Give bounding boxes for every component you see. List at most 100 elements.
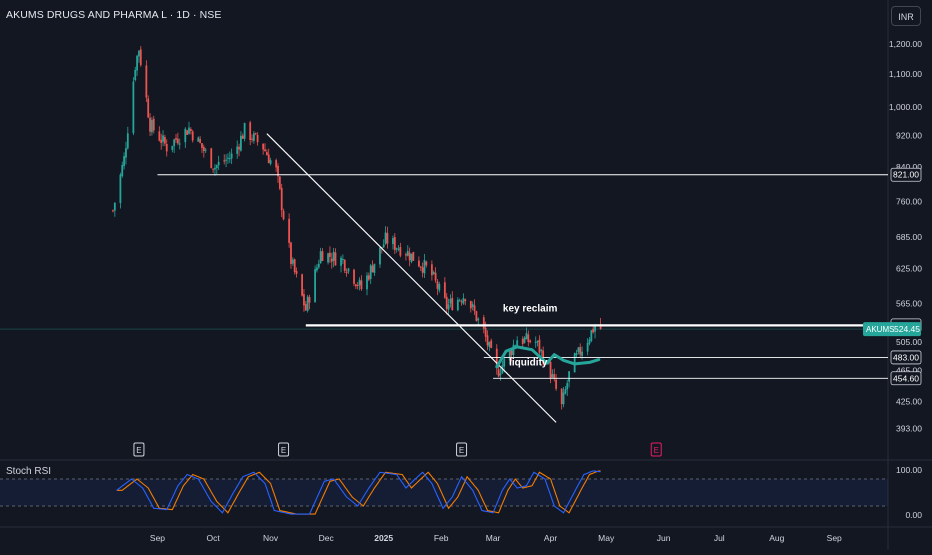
- candle-body: [165, 143, 168, 152]
- candle-body: [497, 369, 500, 377]
- candle-body: [119, 174, 122, 204]
- candle-body: [358, 279, 361, 286]
- candle-body: [443, 282, 446, 298]
- candle-body: [371, 265, 374, 273]
- candle-body: [152, 118, 155, 131]
- candle-body: [379, 247, 381, 265]
- candle-body: [113, 202, 116, 211]
- candle-body: [288, 218, 291, 243]
- candle-body: [438, 284, 441, 291]
- candle-body: [321, 251, 324, 262]
- candle-body: [236, 146, 239, 154]
- candle-body: [516, 340, 519, 347]
- time-tick-label: May: [598, 533, 615, 543]
- candle-body: [599, 324, 602, 330]
- candle-body: [588, 339, 591, 344]
- candle-body: [347, 268, 350, 272]
- stoch-tick-label: 0.00: [905, 510, 922, 520]
- candle-body: [577, 347, 580, 353]
- candle-body: [304, 304, 307, 311]
- stoch-tick-label: 100.00: [896, 465, 922, 475]
- candle-body: [405, 254, 407, 256]
- symbol-title[interactable]: AKUMS DRUGS AND PHARMA L · 1D · NSE: [6, 9, 222, 21]
- candle-body: [256, 134, 259, 143]
- earnings-marker: [278, 442, 290, 457]
- candle-body: [460, 301, 463, 303]
- candle-body: [353, 269, 355, 284]
- candle-body: [425, 261, 428, 266]
- candle-body: [360, 280, 363, 290]
- candle-body: [408, 252, 411, 261]
- trendline: [266, 133, 557, 423]
- stoch-rsi-label[interactable]: Stoch RSI: [6, 466, 52, 477]
- stoch-rsi-pane[interactable]: 100.00 0.00: [0, 465, 922, 520]
- price-tick-label: 425.00: [896, 396, 922, 406]
- time-axis[interactable]: Sep Oct Nov Dec 2025 Feb Mar Apr May Jun Jul Aug Sep: [150, 533, 842, 543]
- candle-body: [343, 259, 346, 271]
- candle-body: [508, 349, 511, 361]
- candle-body: [397, 248, 400, 250]
- candle-layer: [112, 46, 602, 410]
- earnings-marker: [456, 442, 468, 457]
- candle-body: [590, 330, 593, 341]
- level-price-tag: [890, 371, 922, 386]
- candle-body: [553, 374, 556, 379]
- candle-body: [126, 133, 129, 149]
- current-price-tag: [863, 322, 921, 337]
- candle-body: [594, 325, 596, 332]
- candle-body: [112, 210, 114, 212]
- time-tick-label: Apr: [544, 533, 557, 543]
- price-axis[interactable]: 1,200.00 1,100.00 1,000.00 920.00 840.00 760.…: [889, 39, 922, 433]
- level-price-tag-label: 483.00: [893, 352, 919, 362]
- earnings-marker: [133, 442, 145, 457]
- drawing-layer: key reclaim liquidity E E E E: [0, 133, 888, 457]
- candle-body: [419, 266, 422, 268]
- price-tick-label: 760.00: [896, 196, 922, 206]
- candle-body: [462, 298, 465, 304]
- candle-body: [445, 296, 448, 309]
- candle-body: [147, 98, 150, 118]
- candle-body: [145, 65, 148, 98]
- price-tick-label: 685.00: [896, 232, 922, 242]
- candle-body: [249, 122, 252, 141]
- candle-body: [523, 337, 526, 343]
- candle-body: [134, 69, 137, 81]
- time-tick-label: Aug: [769, 533, 784, 543]
- candle-body: [225, 159, 227, 161]
- candle-body: [592, 328, 595, 333]
- price-tick-label: 1,200.00: [889, 39, 922, 49]
- candle-body: [290, 242, 292, 264]
- stoch-d-line: [116, 470, 601, 515]
- time-tick-label: Sep: [150, 533, 165, 543]
- candle-body: [277, 165, 279, 177]
- candle-body: [158, 131, 161, 141]
- candle-body: [139, 49, 142, 66]
- candle-body: [529, 340, 532, 343]
- candle-body: [278, 176, 281, 189]
- candle-body: [201, 143, 203, 148]
- candle-body: [430, 264, 433, 276]
- candle-body: [458, 300, 461, 302]
- candle-body: [197, 137, 200, 142]
- earnings-marker-label: E: [281, 446, 286, 455]
- candle-body: [275, 160, 278, 168]
- candle-body: [395, 248, 398, 250]
- candle-body: [538, 339, 541, 353]
- candle-body: [217, 161, 220, 166]
- candle-body: [568, 371, 570, 382]
- candle-body: [384, 232, 387, 244]
- candle-body: [291, 259, 294, 264]
- time-tick-label: Nov: [263, 533, 279, 543]
- candle-body: [549, 361, 552, 379]
- candle-body: [406, 250, 409, 256]
- candle-body: [308, 297, 311, 303]
- candle-body: [495, 348, 498, 369]
- candle-body: [534, 341, 537, 343]
- currency-button[interactable]: INR: [891, 6, 921, 26]
- price-tick-label: 505.00: [896, 337, 922, 347]
- candle-body: [332, 251, 335, 261]
- price-tick-label: 565.00: [896, 298, 922, 308]
